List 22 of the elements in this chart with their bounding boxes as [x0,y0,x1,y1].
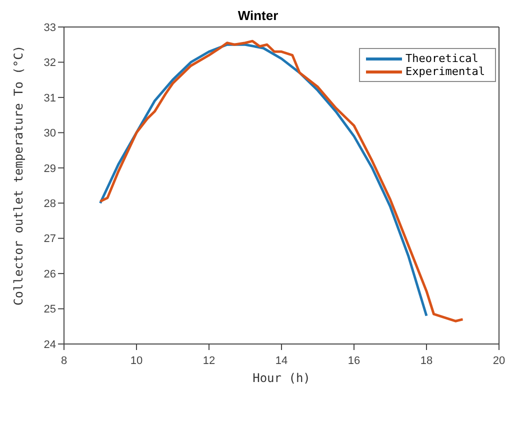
chart-title: Winter [236,8,280,23]
x-tick-label: 20 [492,354,506,367]
legend-label: Theoretical [406,52,478,65]
y-tick-label: 24 [44,338,56,351]
y-tick-label: 29 [44,162,56,175]
y-tick-label: 25 [44,304,56,316]
y-tick-label: 28 [44,198,56,210]
y-axis-title: Collector outlet temperature To (°C) [11,45,26,306]
y-tick-label: 33 [44,22,56,34]
x-tick-label: 14 [275,354,288,367]
y-tick-label: 27 [44,233,56,246]
x-tick-label: 12 [202,354,216,367]
x-tick-label: 8 [60,354,68,367]
y-tick-label: 32 [44,57,56,70]
x-tick-label: 10 [130,354,143,367]
x-tick-label: 18 [420,354,433,367]
y-tick-label: 30 [44,128,56,140]
legend-label: Experimental [406,65,485,78]
y-tick-label: 31 [44,92,56,104]
y-tick-label: 26 [44,268,56,280]
x-axis-title: Hour (h) [252,371,310,385]
x-tick-label: 16 [348,354,360,367]
